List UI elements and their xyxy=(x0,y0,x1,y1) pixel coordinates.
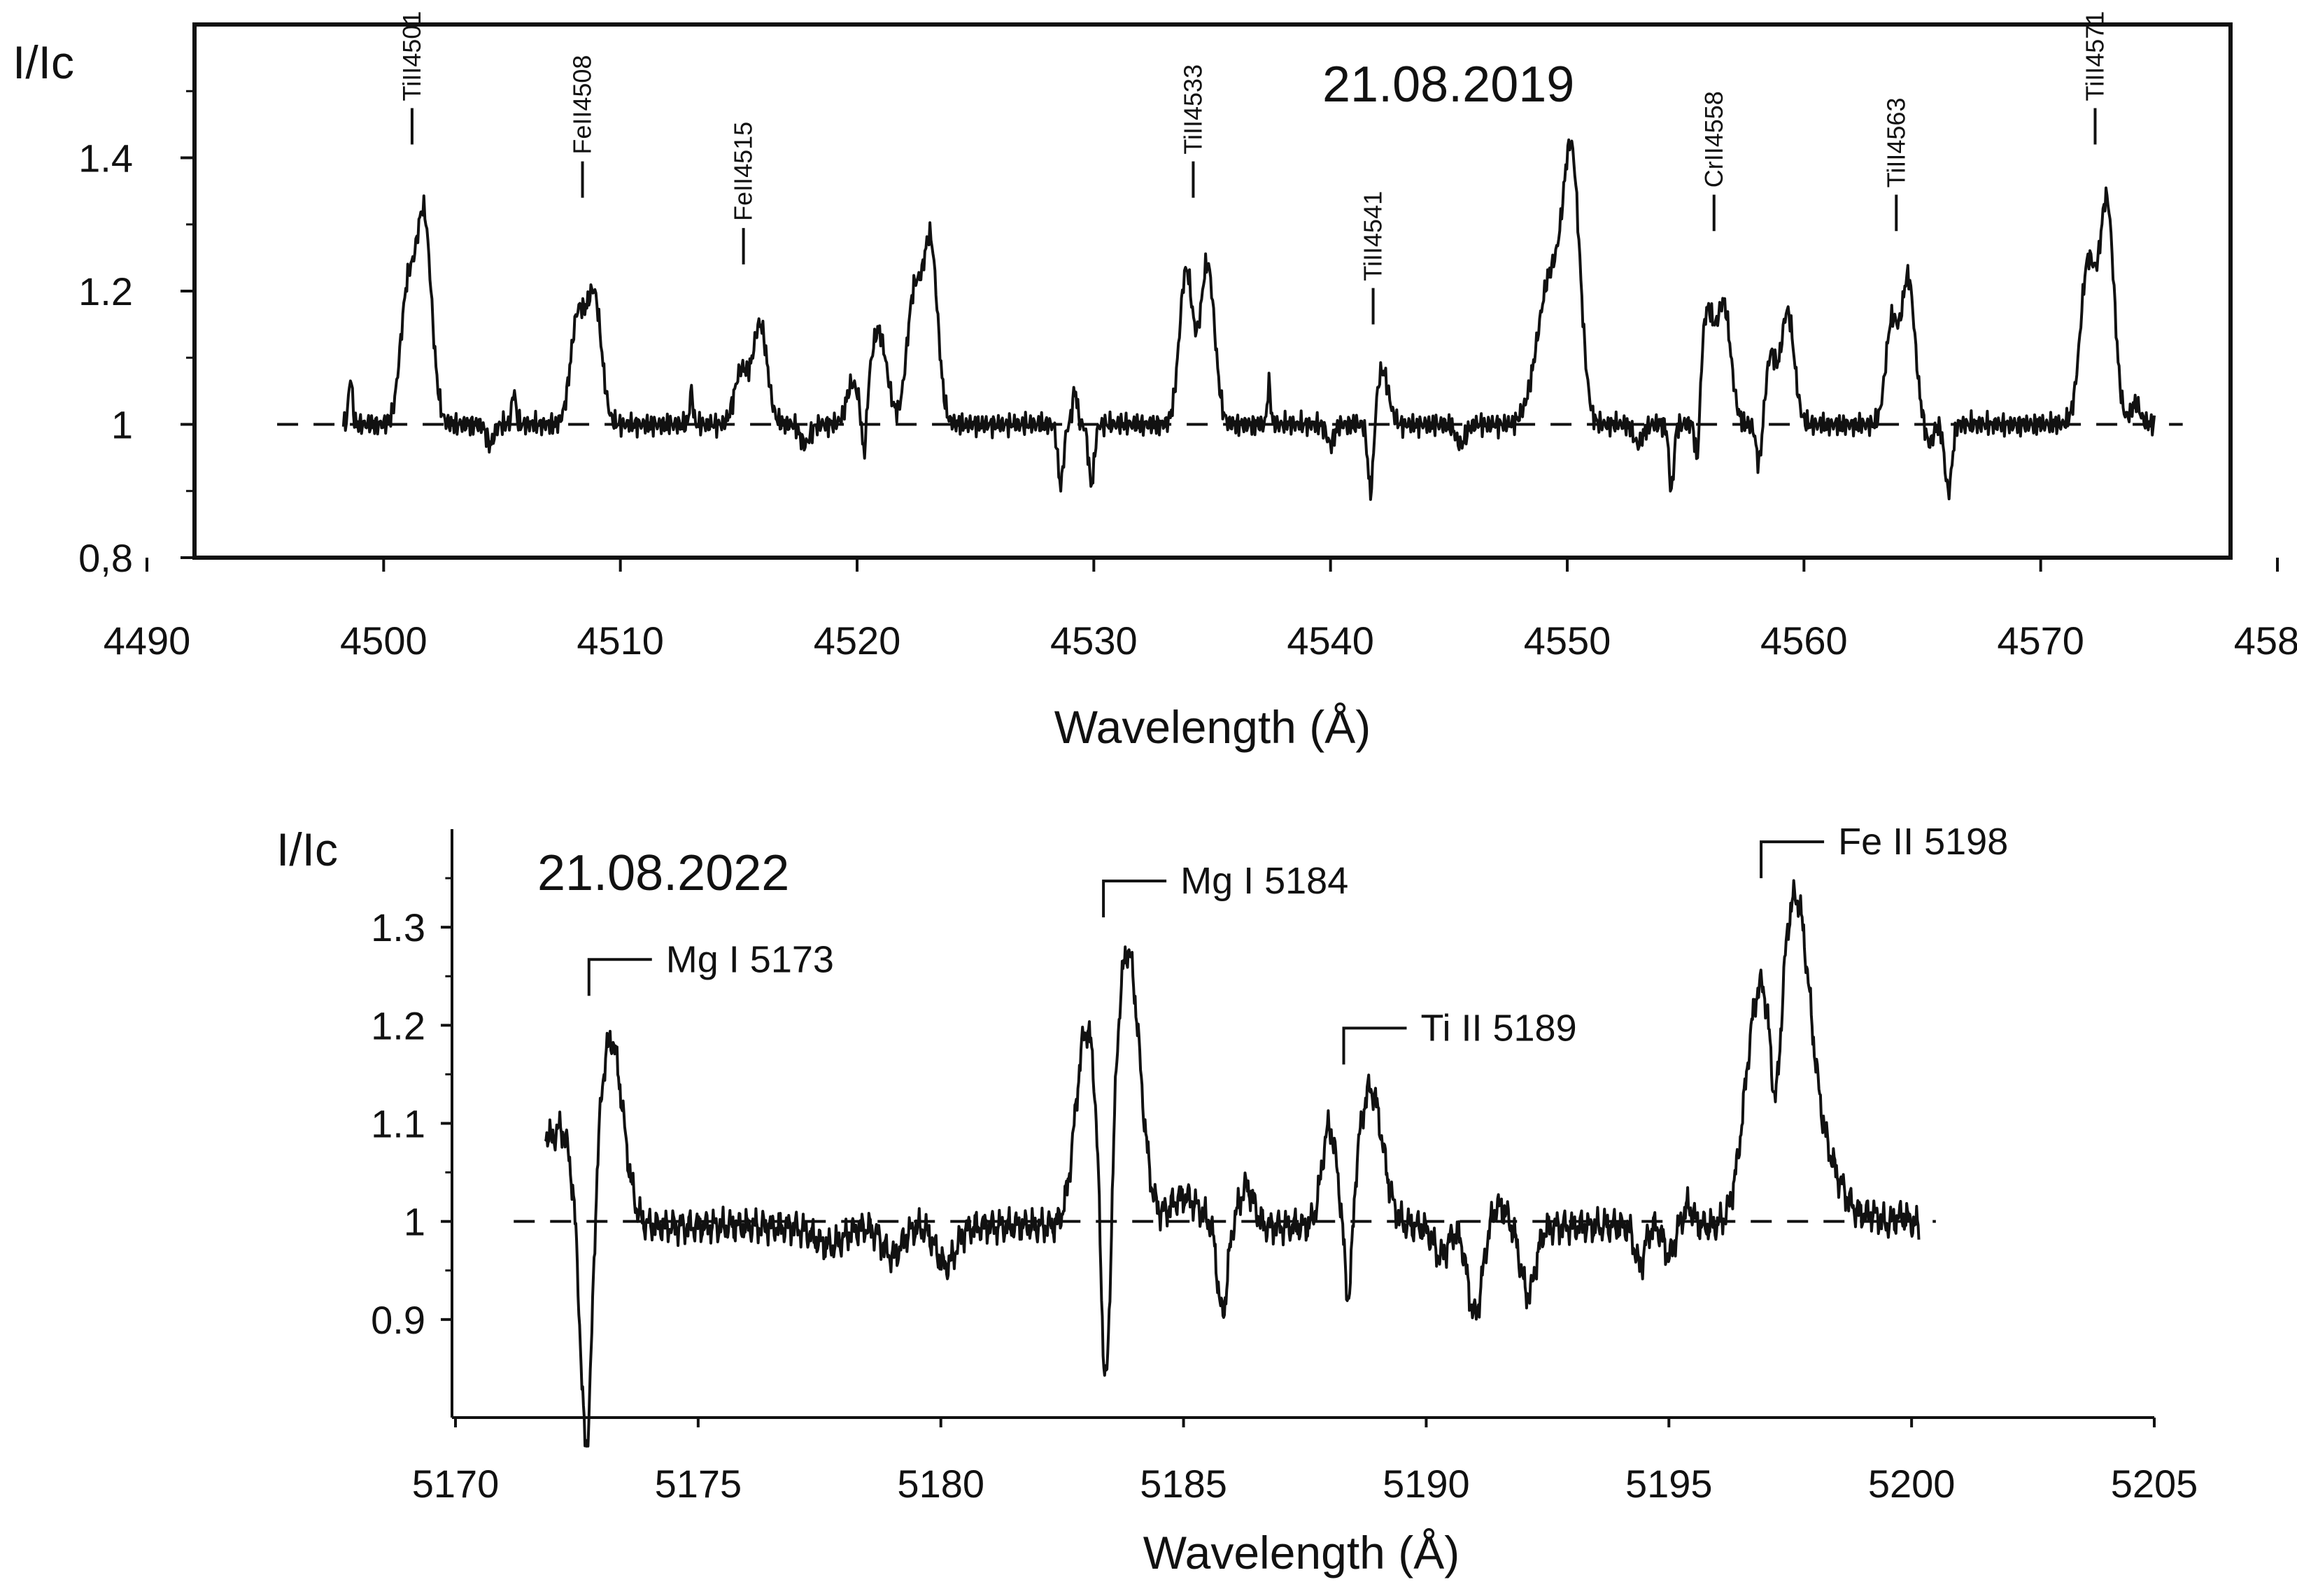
y-tick-label: 1.1 xyxy=(371,1102,425,1146)
x-tick-label: 4540 xyxy=(1287,619,1374,663)
line-id-annotation: Mg I 5173 xyxy=(587,938,834,996)
y-tick-label: 1.2 xyxy=(78,269,133,313)
y-axis-title: I/Ic xyxy=(276,824,338,875)
annotation-label: Mg I 5173 xyxy=(666,938,834,980)
x-tick-label: 5185 xyxy=(1140,1462,1227,1506)
y-tick-label: 1 xyxy=(404,1200,425,1244)
x-tick-label: 5200 xyxy=(1868,1462,1956,1506)
line-id-annotation: TiII4501 xyxy=(397,11,426,145)
x-tick-label: 4520 xyxy=(814,619,901,663)
x-tick-label: 4500 xyxy=(340,619,427,663)
line-id-annotation: TiII4571 xyxy=(2080,11,2109,145)
x-tick-label: 5175 xyxy=(655,1462,742,1506)
annotation-label: TiII4501 xyxy=(397,11,426,101)
line-id-annotation: Ti II 5189 xyxy=(1342,1007,1577,1065)
y-tick-label: 1.3 xyxy=(371,905,425,949)
chart-title: 21.08.2022 xyxy=(537,845,789,901)
spectrum-line xyxy=(544,879,1921,1448)
x-axis-title: Wavelength (Å) xyxy=(1143,1527,1460,1579)
y-axis-title: I/Ic xyxy=(13,36,74,88)
chart-title: 21.08.2019 xyxy=(1322,57,1574,113)
annotation-label: Ti II 5189 xyxy=(1420,1007,1576,1049)
x-tick-label: 4570 xyxy=(1997,619,2084,663)
annotation-label: TiII4533 xyxy=(1178,64,1207,155)
annotation-label: TiII4563 xyxy=(1881,98,1910,188)
spectrum-panel-2019: 0,8 1 1.2 1.4 4490 4500 4510 4520 4530 4540 4550 4… xyxy=(13,11,2297,753)
spectrum-panel-2022: 0.9 1 1.1 1.2 1.3 5170 5175 5180 5185 5190 5195 52… xyxy=(276,821,2198,1579)
x-tick-label: 5180 xyxy=(897,1462,984,1506)
line-id-annotation: TiII4541 xyxy=(1359,191,1387,325)
y-tick-label: 1.4 xyxy=(78,136,133,181)
line-id-annotation: TiII4563 xyxy=(1881,98,1910,232)
annotation-leader xyxy=(587,958,652,996)
x-tick-label: 5205 xyxy=(2111,1462,2198,1506)
annotation-label: Mg I 5184 xyxy=(1180,860,1348,902)
x-tick-label: 4580 xyxy=(2234,619,2297,663)
annotation-label: TiII4571 xyxy=(2080,11,2109,101)
line-id-annotation: FeII4515 xyxy=(729,122,758,264)
x-tick-label: 4490 xyxy=(104,619,191,663)
line-id-annotation: Mg I 5184 xyxy=(1102,860,1348,918)
y-tick-label: 1 xyxy=(111,403,133,447)
annotation-label: CrII4558 xyxy=(1699,91,1728,188)
line-id-annotation: TiII4533 xyxy=(1178,64,1207,198)
x-tick-label: 5195 xyxy=(1625,1462,1713,1506)
annotation-leader xyxy=(1760,840,1825,879)
annotation-label: FeII4508 xyxy=(568,55,597,155)
y-tick-label: 1.2 xyxy=(371,1003,425,1047)
annotation-label: FeII4515 xyxy=(729,122,758,221)
annotation-leader xyxy=(1342,1026,1407,1065)
x-tick-label: 4550 xyxy=(1524,619,1611,663)
x-tick-label: 4510 xyxy=(577,619,664,663)
line-id-annotation: CrII4558 xyxy=(1699,91,1728,232)
x-tick-label: 4560 xyxy=(1760,619,1848,663)
y-tick-label: 0,8 xyxy=(78,536,133,580)
annotation-label: TiII4541 xyxy=(1359,191,1387,281)
spectrum-line xyxy=(341,138,2156,501)
annotation-label: Fe II 5198 xyxy=(1838,821,2008,863)
x-tick-label: 5190 xyxy=(1383,1462,1470,1506)
annotation-leader xyxy=(1102,880,1167,918)
y-tick-label: 0.9 xyxy=(371,1298,425,1342)
x-tick-label: 5170 xyxy=(412,1462,500,1506)
x-axis-title: Wavelength (Å) xyxy=(1054,701,1371,753)
line-id-annotation: FeII4508 xyxy=(568,55,597,198)
line-id-annotation: Fe II 5198 xyxy=(1760,821,2008,879)
x-tick-label: 4530 xyxy=(1050,619,1138,663)
